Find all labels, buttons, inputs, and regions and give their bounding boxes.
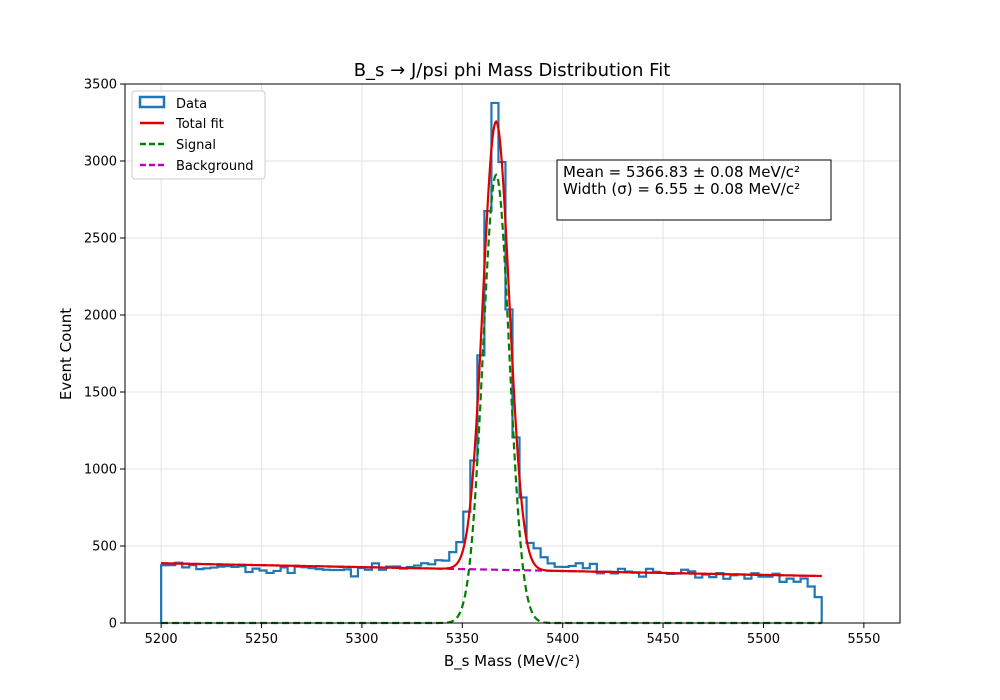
legend-label-total-fit: Total fit <box>175 117 224 132</box>
y-tick-label: 1000 <box>84 463 117 478</box>
legend-label-background: Background <box>176 159 254 174</box>
axis-ticks: 5200 5250 5300 5350 5400 5450 5500 5550 0 500 1000… <box>84 78 881 648</box>
x-tick-label: 5200 <box>145 632 178 647</box>
annotation-mean: Mean = 5366.83 ± 0.08 MeV/c² <box>563 163 800 181</box>
x-tick-label: 5300 <box>345 632 378 647</box>
y-tick-label: 1500 <box>84 386 117 401</box>
legend: Data Total fit Signal Background <box>131 90 266 180</box>
y-tick-label: 3500 <box>84 78 117 93</box>
total-fit-curve <box>161 119 822 578</box>
y-tick-label: 500 <box>92 540 117 555</box>
axes-frame <box>124 83 901 624</box>
x-tick-label: 5250 <box>245 632 278 647</box>
x-tick-label: 5450 <box>647 632 680 647</box>
chart-title: B_s → J/psi phi Mass Distribution Fit <box>354 60 671 81</box>
signal-curve <box>161 173 822 625</box>
y-tick-label: 3000 <box>84 155 117 170</box>
annotation-width: Width (σ) = 6.55 ± 0.08 MeV/c² <box>563 180 800 198</box>
y-tick-label: 0 <box>109 617 117 632</box>
y-axis-label: Event Count <box>57 308 75 400</box>
legend-label-signal: Signal <box>176 138 216 153</box>
x-tick-label: 5350 <box>446 632 479 647</box>
x-tick-label: 5550 <box>847 632 880 647</box>
fit-annotation-box: Mean = 5366.83 ± 0.08 MeV/c² Width (σ) =… <box>556 159 832 221</box>
y-tick-label: 2000 <box>84 309 117 324</box>
legend-swatch-data <box>138 95 166 109</box>
y-tick-label: 2500 <box>84 232 117 247</box>
x-axis-label: B_s Mass (MeV/c²) <box>444 652 580 671</box>
legend-label-data: Data <box>176 97 207 112</box>
x-tick-label: 5400 <box>546 632 579 647</box>
x-tick-label: 5500 <box>747 632 780 647</box>
